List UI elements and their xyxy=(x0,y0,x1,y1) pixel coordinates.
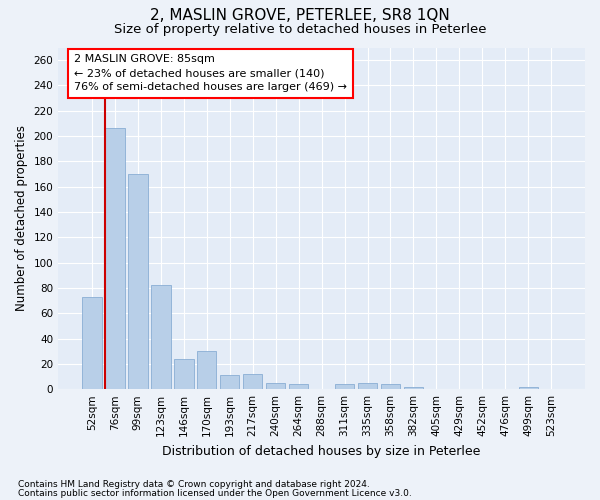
Text: 2, MASLIN GROVE, PETERLEE, SR8 1QN: 2, MASLIN GROVE, PETERLEE, SR8 1QN xyxy=(150,8,450,22)
Bar xyxy=(404,386,423,389)
Bar xyxy=(174,359,194,389)
Bar xyxy=(335,384,355,389)
Bar xyxy=(105,128,125,389)
Bar xyxy=(358,383,377,389)
Text: 2 MASLIN GROVE: 85sqm
← 23% of detached houses are smaller (140)
76% of semi-det: 2 MASLIN GROVE: 85sqm ← 23% of detached … xyxy=(74,54,347,92)
Text: Contains public sector information licensed under the Open Government Licence v3: Contains public sector information licen… xyxy=(18,488,412,498)
Bar xyxy=(518,386,538,389)
Text: Size of property relative to detached houses in Peterlee: Size of property relative to detached ho… xyxy=(114,22,486,36)
Bar xyxy=(151,286,170,389)
X-axis label: Distribution of detached houses by size in Peterlee: Distribution of detached houses by size … xyxy=(163,444,481,458)
Bar xyxy=(381,384,400,389)
Bar xyxy=(266,383,286,389)
Bar xyxy=(243,374,262,389)
Text: Contains HM Land Registry data © Crown copyright and database right 2024.: Contains HM Land Registry data © Crown c… xyxy=(18,480,370,489)
Bar xyxy=(128,174,148,389)
Bar xyxy=(220,376,239,389)
Bar xyxy=(197,351,217,389)
Bar xyxy=(82,297,101,389)
Y-axis label: Number of detached properties: Number of detached properties xyxy=(15,126,28,312)
Bar xyxy=(289,384,308,389)
